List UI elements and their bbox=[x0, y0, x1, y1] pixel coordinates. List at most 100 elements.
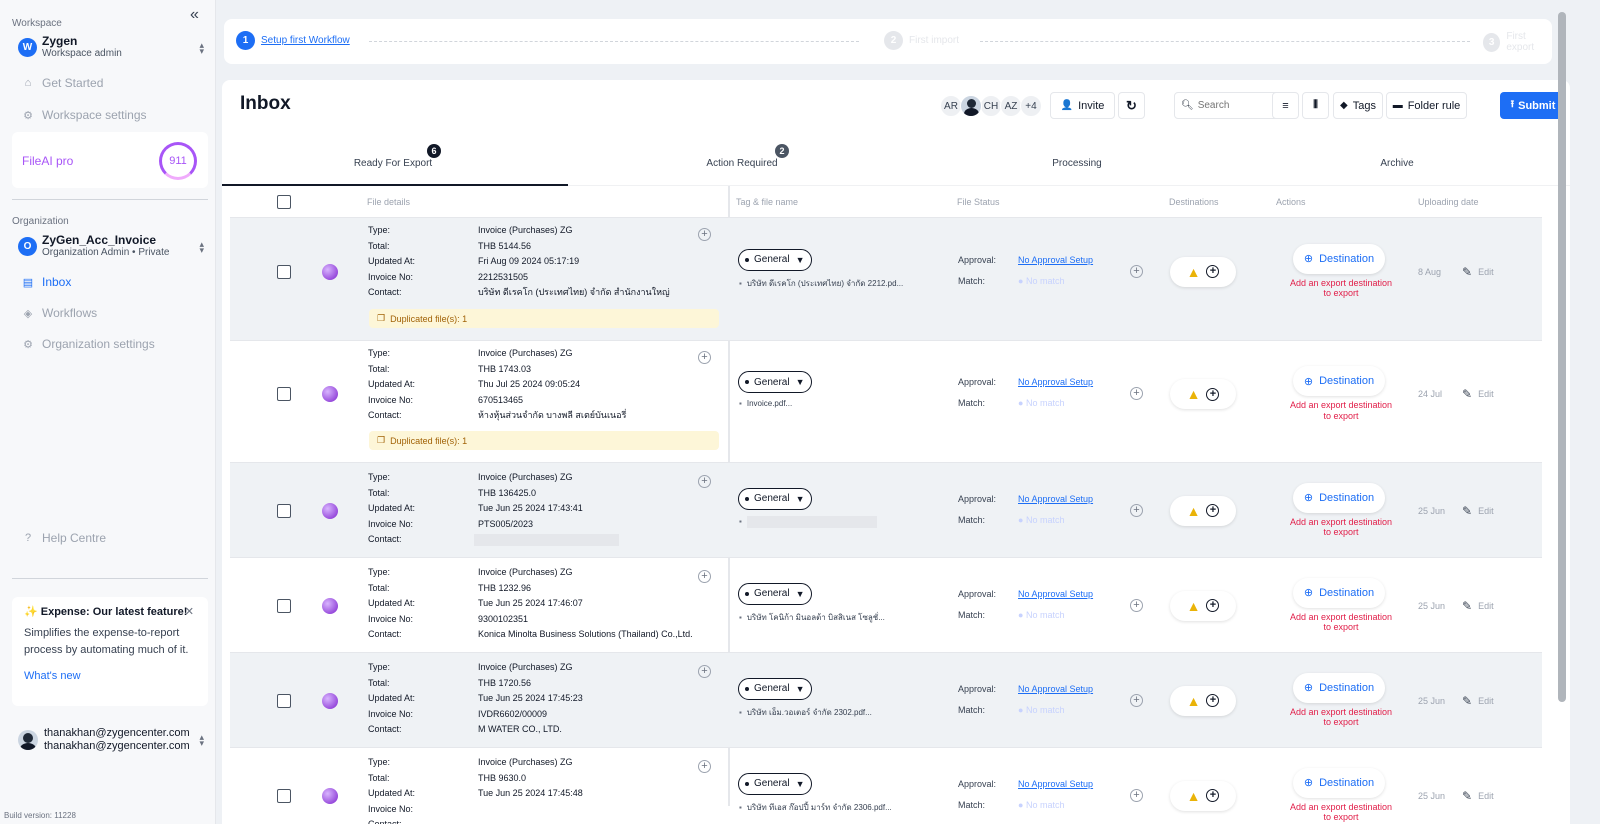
step-label[interactable]: Setup first Workflow bbox=[261, 35, 350, 46]
approval-setup-link[interactable]: No Approval Setup bbox=[1018, 778, 1094, 789]
destination-status[interactable]: ▲ + bbox=[1170, 590, 1236, 621]
plan-card[interactable]: FileAI pro 911 bbox=[12, 132, 208, 188]
add-field-icon[interactable]: + bbox=[698, 665, 711, 678]
tag-select[interactable]: General ▼ bbox=[738, 371, 812, 393]
organization-switcher[interactable]: O ZyGen_Acc_Invoice Organization Admin •… bbox=[18, 234, 204, 259]
file-name[interactable]: ▪ บริษัท ดีเรคโก (ประเทศไทย) จำกัด 2212.p… bbox=[739, 277, 903, 290]
nav-inbox[interactable]: ▤ Inbox bbox=[20, 275, 200, 289]
submit-button[interactable]: ⭱ Submit bbox=[1500, 92, 1566, 119]
add-destination-icon[interactable]: + bbox=[1206, 599, 1220, 612]
destination-button[interactable]: ⊕ Destination bbox=[1293, 482, 1385, 513]
approval-setup-link[interactable]: No Approval Setup bbox=[1018, 377, 1094, 387]
columns-button[interactable]: ⦀ bbox=[1302, 92, 1329, 119]
add-status-icon[interactable]: + bbox=[1130, 264, 1143, 278]
step-1[interactable]: 1 Setup first Workflow bbox=[236, 31, 350, 50]
add-status-icon[interactable]: + bbox=[1130, 693, 1143, 707]
file-name[interactable]: ▪ bbox=[739, 515, 877, 528]
duplicate-warning[interactable]: ❐ Duplicated file(s): 1 bbox=[369, 309, 719, 328]
close-icon[interactable]: ✕ bbox=[184, 606, 194, 618]
file-name[interactable]: ▪ บริษัท โคนิก้า มินอลต้า บิสสิเนส โซลูชั… bbox=[739, 611, 885, 624]
tag-select[interactable]: General ▼ bbox=[738, 677, 812, 700]
add-destination-icon[interactable]: + bbox=[1206, 387, 1220, 401]
scrollbar[interactable] bbox=[1558, 12, 1566, 702]
nav-workflows[interactable]: ◈ Workflows bbox=[20, 306, 200, 320]
add-field-icon[interactable]: + bbox=[698, 351, 711, 364]
edit-button[interactable]: ✎ Edit bbox=[1462, 387, 1494, 401]
add-destination-icon[interactable]: + bbox=[1206, 789, 1220, 802]
table-row[interactable]: Type: Invoice (Purchases) ZG Total: THB 136… bbox=[230, 463, 1542, 558]
nav-workspace-settings[interactable]: ⚙ Workspace settings bbox=[20, 108, 200, 122]
destination-button[interactable]: ⊕ Destination bbox=[1293, 577, 1385, 608]
row-checkbox[interactable] bbox=[277, 788, 291, 803]
destination-status[interactable]: ▲ + bbox=[1170, 495, 1236, 526]
whats-new-link[interactable]: What's new bbox=[24, 670, 81, 682]
destination-status[interactable]: ▲ + bbox=[1170, 379, 1236, 409]
add-field-icon[interactable]: + bbox=[698, 760, 711, 773]
invite-button[interactable]: 👤 Invite bbox=[1050, 92, 1115, 119]
edit-button[interactable]: ✎ Edit bbox=[1462, 694, 1494, 708]
nav-get-started[interactable]: ⌂ Get Started bbox=[20, 76, 200, 90]
approval-setup-link[interactable]: No Approval Setup bbox=[1018, 683, 1094, 694]
refresh-button[interactable]: ↻ bbox=[1118, 92, 1145, 119]
destination-button[interactable]: ⊕ Destination bbox=[1293, 767, 1385, 798]
add-status-icon[interactable]: + bbox=[1130, 387, 1143, 400]
tab-archive[interactable]: Archive bbox=[1367, 158, 1427, 169]
nav-organization-settings[interactable]: ⚙ Organization settings bbox=[20, 337, 200, 351]
table-row[interactable]: Type: Invoice (Purchases) ZG Total: THB 174… bbox=[230, 341, 1542, 463]
row-checkbox[interactable] bbox=[277, 264, 291, 279]
user-menu[interactable]: thanakhan@zygencenter.com thanakhan@zyge… bbox=[18, 727, 204, 753]
row-checkbox[interactable] bbox=[277, 693, 291, 708]
add-destination-icon[interactable]: + bbox=[1206, 504, 1220, 517]
destination-status[interactable]: ▲ + bbox=[1170, 685, 1236, 716]
add-destination-icon[interactable]: + bbox=[1206, 694, 1220, 707]
search-input[interactable] bbox=[1197, 100, 1288, 111]
file-name[interactable]: ▪ Invoice.pdf... bbox=[739, 399, 792, 408]
destination-button[interactable]: ⊕ Destination bbox=[1293, 672, 1385, 703]
approval-setup-link[interactable]: No Approval Setup bbox=[1018, 588, 1094, 599]
file-name[interactable]: ▪ บริษัท เอ็ม.วอเตอร์ จำกัด 2302.pdf... bbox=[739, 706, 872, 719]
add-field-icon[interactable]: + bbox=[698, 570, 711, 583]
add-destination-icon[interactable]: + bbox=[1206, 265, 1220, 278]
select-all-checkbox[interactable] bbox=[277, 195, 291, 209]
collapse-sidebar-icon[interactable]: « bbox=[190, 6, 199, 23]
edit-button[interactable]: ✎ Edit bbox=[1462, 789, 1494, 803]
tag-select[interactable]: General ▼ bbox=[738, 582, 812, 605]
destination-button[interactable]: ⊕ Destination bbox=[1293, 366, 1385, 396]
edit-button[interactable]: ✎ Edit bbox=[1462, 504, 1494, 518]
tab-ready-for-export[interactable]: Ready For Export bbox=[342, 158, 444, 169]
table-row[interactable]: Type: Invoice (Purchases) ZG Total: THB 514… bbox=[230, 218, 1542, 341]
edit-button[interactable]: ✎ Edit bbox=[1462, 265, 1494, 279]
destination-status[interactable]: ▲ + bbox=[1170, 256, 1236, 287]
tag-select[interactable]: General ▼ bbox=[738, 248, 812, 271]
folder-rule-button[interactable]: ▬ Folder rule bbox=[1386, 92, 1467, 119]
row-checkbox[interactable] bbox=[277, 503, 291, 518]
nav-help-centre[interactable]: ? Help Centre bbox=[20, 531, 200, 545]
workspace-switcher[interactable]: W Zygen Workspace admin ▴ ▾ bbox=[18, 35, 204, 60]
row-checkbox[interactable] bbox=[277, 598, 291, 613]
table-row[interactable]: Type: Invoice (Purchases) ZG Total: THB 123… bbox=[230, 558, 1542, 653]
tag-select[interactable]: General ▼ bbox=[738, 772, 812, 795]
row-checkbox[interactable] bbox=[277, 387, 291, 401]
add-status-icon[interactable]: + bbox=[1130, 788, 1143, 802]
add-field-icon[interactable]: + bbox=[698, 228, 711, 241]
member-avatars[interactable]: AR CH AZ +4 bbox=[940, 95, 1042, 117]
approval-setup-link[interactable]: No Approval Setup bbox=[1018, 493, 1094, 504]
filter-button[interactable]: ≡ bbox=[1272, 92, 1299, 119]
add-field-icon[interactable]: + bbox=[698, 475, 711, 488]
duplicate-warning[interactable]: ❐ Duplicated file(s): 1 bbox=[369, 431, 719, 450]
detail-value: THB 9630.0 bbox=[478, 772, 527, 783]
add-status-icon[interactable]: + bbox=[1130, 598, 1143, 612]
approval-setup-link[interactable]: No Approval Setup bbox=[1018, 254, 1094, 265]
file-name[interactable]: ▪ บริษัท ทีเอส ก๊อปปี้ มาร์ท จำกัด 2306.p… bbox=[739, 801, 892, 814]
destination-status[interactable]: ▲ + bbox=[1170, 780, 1236, 811]
tab-processing[interactable]: Processing bbox=[1037, 158, 1117, 169]
add-status-icon[interactable]: + bbox=[1130, 503, 1143, 517]
tab-action-required[interactable]: Action Required bbox=[692, 158, 792, 169]
destination-button[interactable]: ⊕ Destination bbox=[1293, 243, 1385, 274]
edit-button[interactable]: ✎ Edit bbox=[1462, 599, 1494, 613]
table-row[interactable]: Type: Invoice (Purchases) ZG Total: THB 172… bbox=[230, 653, 1542, 748]
table-row[interactable]: Type: Invoice (Purchases) ZG Total: THB 963… bbox=[230, 748, 1542, 824]
tag-select[interactable]: General ▼ bbox=[738, 487, 812, 510]
detail-value: Thu Jul 25 2024 09:05:24 bbox=[478, 379, 581, 390]
tags-button[interactable]: ◆ Tags bbox=[1333, 92, 1383, 119]
